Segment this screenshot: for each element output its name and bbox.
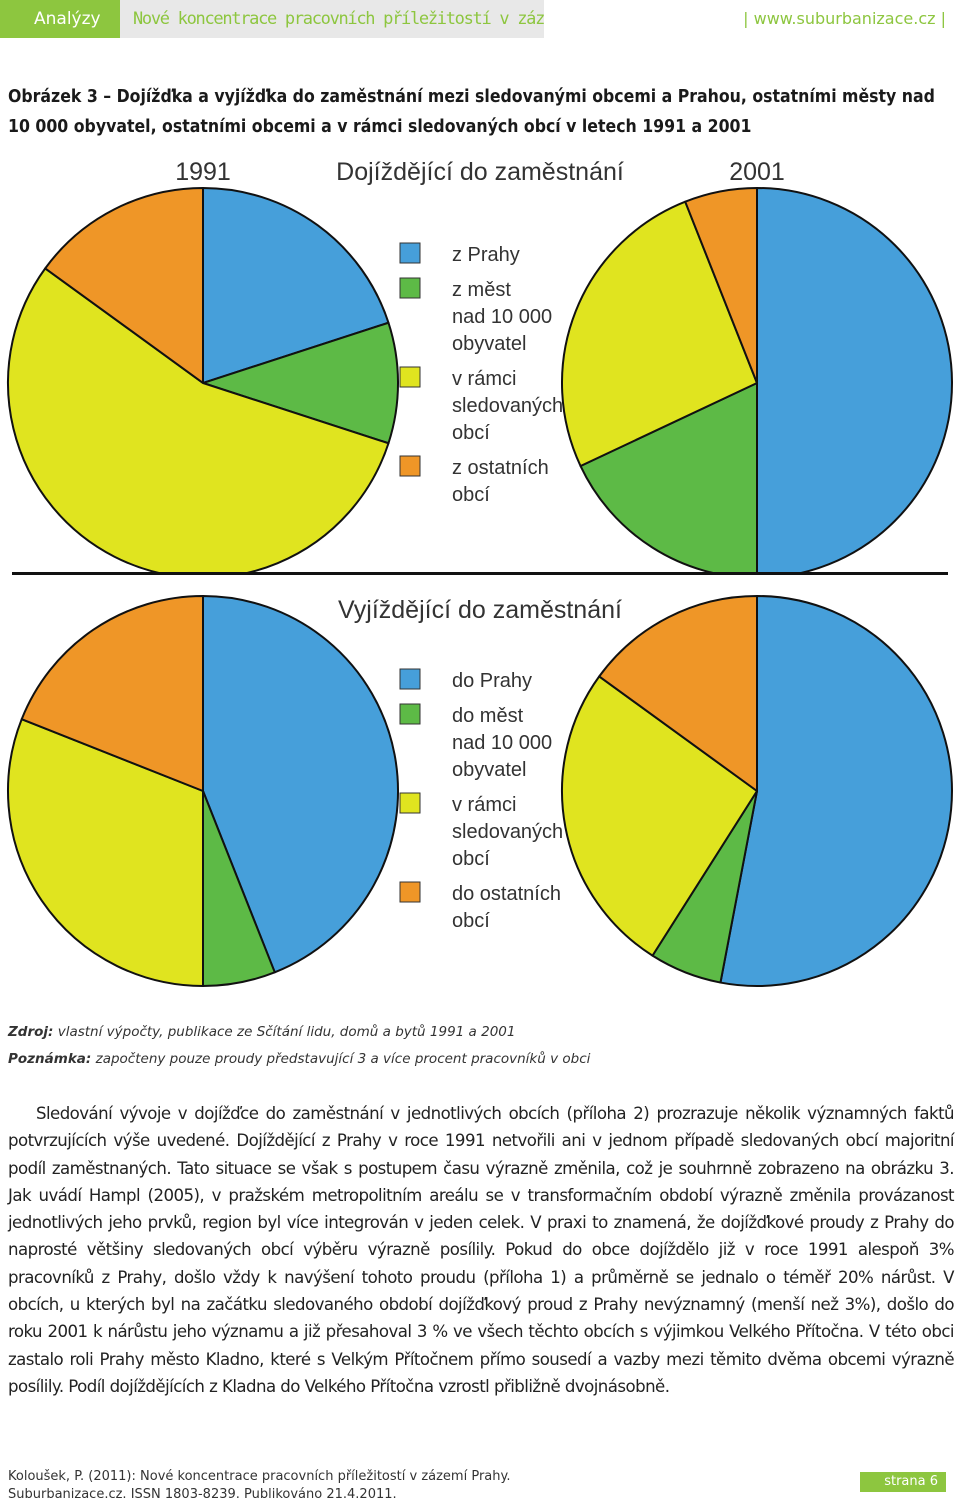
chart-vyjizdejici: 1991Vyjíždějící do zaměstnání2001do Prah… [7,595,953,987]
legend-swatch-1 [399,703,421,725]
pie-2001-slice-2 [561,200,758,468]
body-paragraph: Sledování vývoje v dojížďce do zaměstnán… [8,1104,955,1396]
source-text: vlastní výpočty, publikace ze Sčítání li… [57,1024,516,1040]
site-link[interactable]: | www.suburbanizace.cz | [743,9,946,28]
footer: Koloušek, P. (2011): Nové koncentrace pr… [8,1468,510,1504]
pie-1991-slice-1 [202,321,399,445]
year-right-label: 2001 [729,158,785,186]
chart-title: Vyjíždějící do zaměstnání [338,596,622,624]
legend-label-1-0: z měst [452,279,511,301]
chart-title: Dojíždějící do zaměstnání [336,158,624,186]
legend-label-0-0: do Prahy [452,670,532,692]
pie-1991-slice-3 [20,595,204,792]
pie-2001 [561,595,953,987]
pie-1991-slice-2 [7,267,390,572]
footer-issn: Suburbanizace.cz. ISSN 1803-8239. Publik… [8,1487,397,1502]
legend-label-1-2: obyvatel [452,333,527,355]
note-text: započteny pouze proudy představující 3 a… [95,1051,591,1067]
body-text: Sledování vývoje v dojížďce do zaměstnán… [8,1100,955,1400]
legend-swatch-3 [399,881,421,903]
legend-label-2-0: v rámci [452,368,516,390]
legend-label-2-1: sledovaných [452,395,563,417]
legend-swatch-1 [399,277,421,299]
legend-swatch-0 [399,668,421,690]
legend-label-1-0: do měst [452,705,524,727]
pie-1991-slice-0 [202,187,390,384]
legend-swatch-3 [399,455,421,477]
pie-1991-slice-2 [7,718,204,987]
note-line: Poznámka: započteny pouze proudy předsta… [8,1051,590,1067]
year-left-label: 1991 [175,158,231,186]
pie-1991-slice-0 [202,595,399,974]
note-label: Poznámka: [8,1051,92,1067]
chart-dojizdejici: 1991 Dojíždějící do zaměstnání 2001 z Prahy… [7,158,953,572]
pie-1991 [7,595,399,987]
pie-2001-slice-0 [719,595,953,987]
page-header: Analýzy Nové koncentrace pracovních příl… [0,0,960,38]
legend-label-2-1: sledovaných [452,821,563,843]
legend-swatch-2 [399,792,421,814]
legend-label-3-1: obcí [452,910,490,932]
legend-label-1-1: nad 10 000 [452,306,552,328]
pie-2001-slice-3 [684,187,758,384]
pie-2001-slice-1 [579,382,758,572]
pie-2001-slice-0 [756,187,953,572]
pie-2001-slice-3 [598,595,758,792]
chart-divider [12,572,948,575]
legend-label-3-1: obcí [452,484,490,506]
source-label: Zdroj: [8,1024,54,1040]
pie-2001-slice-2 [561,675,758,957]
legend-swatch-0 [399,242,421,264]
pie-1991 [7,187,399,572]
legend-label-0-0: z Prahy [452,244,520,266]
legend-label-3-0: do ostatních [452,883,561,905]
legend-label-2-2: obcí [452,422,490,444]
legend-label-1-2: obyvatel [452,759,527,781]
footer-citation: Koloušek, P. (2011): Nové koncentrace pr… [8,1469,511,1484]
legend-label-2-0: v rámci [452,794,516,816]
legend-label-1-1: nad 10 000 [452,732,552,754]
page-number: strana 6 [860,1472,946,1492]
pie-1991-slice-3 [44,187,204,384]
section-tab[interactable]: Analýzy [0,0,120,38]
figure-title: Obrázek 3 – Dojížďka a vyjížďka do zaměs… [8,87,935,137]
legend-label-3-0: z ostatních [452,457,549,479]
source-line: Zdroj: vlastní výpočty, publikace ze Sčí… [8,1024,515,1040]
legend-swatch-2 [399,366,421,388]
header-title: Nové koncentrace pracovních příležitostí… [120,0,544,38]
legend-label-2-2: obcí [452,848,490,870]
pie-2001 [561,187,953,572]
